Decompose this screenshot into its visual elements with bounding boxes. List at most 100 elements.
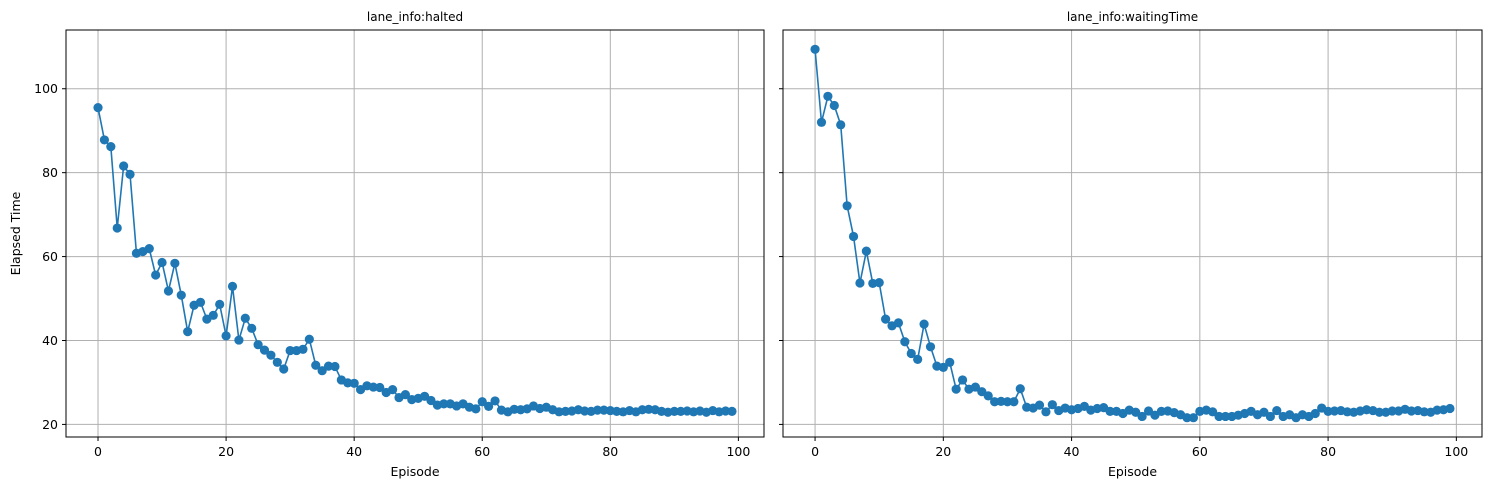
data-point xyxy=(861,246,871,256)
x-tick-label: 100 xyxy=(1444,444,1468,459)
data-point xyxy=(1310,408,1320,419)
data-point xyxy=(208,310,218,320)
data-point xyxy=(272,357,282,367)
data-point xyxy=(426,395,436,406)
data-point xyxy=(592,405,603,415)
data-point xyxy=(842,201,852,211)
data-point xyxy=(349,378,359,388)
data-point xyxy=(1047,400,1057,410)
data-point xyxy=(387,384,398,395)
data-point xyxy=(144,244,154,254)
chart-panel-halted: 0 20 40 60 80 100 20 40 60 80 100 lane_info:halted E… xyxy=(8,10,765,479)
data-point xyxy=(945,357,955,367)
x-tick-label: 60 xyxy=(1192,444,1208,459)
data-point xyxy=(285,345,295,356)
series-line xyxy=(97,107,733,414)
data-point xyxy=(119,161,129,171)
data-point xyxy=(1041,407,1051,417)
data-point xyxy=(247,323,257,333)
data-point xyxy=(906,348,916,359)
x-tick-label: 0 xyxy=(94,444,102,459)
data-point xyxy=(1105,406,1115,417)
data-point xyxy=(112,223,122,233)
data-point xyxy=(311,360,321,370)
data-point xyxy=(106,142,116,152)
x-axis-label: Episode xyxy=(1108,464,1157,479)
data-point xyxy=(221,331,231,341)
data-point xyxy=(484,401,494,411)
data-point xyxy=(1015,384,1025,394)
data-point xyxy=(913,354,923,364)
data-point xyxy=(1208,407,1218,417)
data-point xyxy=(983,391,993,401)
data-point xyxy=(215,299,225,310)
plot-frame xyxy=(782,29,1483,438)
data-point xyxy=(669,406,679,417)
series-line xyxy=(814,49,1451,419)
data-point xyxy=(375,382,385,393)
data-point xyxy=(925,342,936,352)
data-point xyxy=(1182,413,1192,423)
data-point xyxy=(1009,397,1019,407)
x-tick-label: 40 xyxy=(346,444,362,459)
data-point xyxy=(823,91,833,101)
y-tick-label: 60 xyxy=(42,249,58,264)
data-point xyxy=(848,231,859,242)
data-point xyxy=(317,366,327,376)
data-point xyxy=(477,397,487,407)
data-point xyxy=(1387,406,1397,416)
x-tick-label: 60 xyxy=(474,444,490,459)
x-tick-label: 20 xyxy=(218,444,234,459)
x-tick-label: 0 xyxy=(811,444,819,459)
data-point xyxy=(816,117,827,127)
data-point xyxy=(1265,411,1275,422)
data-point xyxy=(1002,397,1013,407)
x-tick-label: 20 xyxy=(935,444,951,459)
y-tick-label: 100 xyxy=(34,81,58,96)
data-point xyxy=(253,340,263,350)
data-point xyxy=(93,103,103,113)
data-point xyxy=(304,334,314,344)
data-point xyxy=(881,314,891,324)
data-point xyxy=(227,281,238,291)
data-point xyxy=(829,100,839,111)
x-tick-label: 40 xyxy=(1064,444,1080,459)
data-point xyxy=(157,257,167,268)
data-point xyxy=(1214,411,1224,422)
data-point xyxy=(1272,405,1282,416)
data-point xyxy=(163,286,174,296)
data-point xyxy=(938,362,948,372)
data-point xyxy=(471,404,481,414)
data-point xyxy=(893,318,904,328)
data-point xyxy=(900,337,910,347)
y-axis-label: Elapsed Time xyxy=(8,191,23,275)
data-point xyxy=(490,396,500,406)
data-point xyxy=(195,297,206,307)
y-tick-label: 40 xyxy=(42,333,58,348)
data-point xyxy=(874,277,884,288)
data-point xyxy=(266,350,276,360)
data-point xyxy=(170,258,180,268)
data-point xyxy=(125,169,135,179)
data-point xyxy=(1445,403,1455,414)
data-point xyxy=(919,319,929,329)
chart-title: lane_info:waitingTime xyxy=(1067,10,1198,24)
data-point xyxy=(810,44,820,54)
data-point xyxy=(1137,411,1147,422)
data-point xyxy=(99,135,110,145)
data-point xyxy=(1188,413,1199,423)
x-tick-label: 80 xyxy=(602,444,618,459)
data-point xyxy=(400,390,410,400)
data-point xyxy=(836,120,846,130)
data-point xyxy=(234,335,244,345)
data-point xyxy=(298,344,308,354)
data-point xyxy=(970,382,980,392)
data-point xyxy=(1034,400,1045,410)
plot-frame xyxy=(65,29,765,438)
data-point xyxy=(1374,407,1384,417)
data-point xyxy=(176,290,186,300)
data-point xyxy=(439,399,449,409)
data-point xyxy=(183,327,193,337)
data-point xyxy=(951,384,961,394)
